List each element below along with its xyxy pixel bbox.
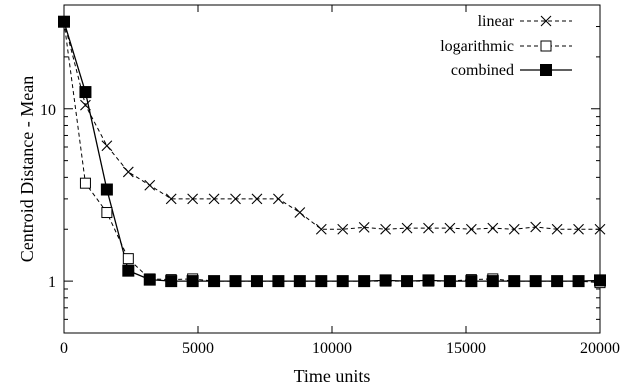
data-point-linear [358, 221, 370, 233]
series-line-combined [63, 21, 601, 282]
data-point-combined [100, 183, 113, 196]
data-point-combined [465, 275, 478, 288]
data-point-linear [508, 223, 520, 235]
legend-marker [540, 15, 552, 27]
data-point-linear [594, 223, 606, 235]
x-tick-label: 15000 [446, 340, 486, 357]
x-tick-label: 0 [60, 340, 68, 357]
data-point-combined [551, 275, 564, 288]
series-markers-linear [58, 16, 606, 235]
data-point-combined [143, 273, 156, 286]
data-point-linear [337, 223, 349, 235]
data-point-combined [79, 86, 92, 99]
data-point-combined [529, 275, 542, 288]
x-tick-label: 5000 [182, 340, 214, 357]
x-axis: 0 5000 10000 15000 20000 [60, 5, 620, 357]
data-point-linear [444, 222, 456, 234]
data-point-linear [315, 223, 327, 235]
data-point-combined [208, 275, 221, 288]
data-point-linear [573, 223, 584, 235]
data-point-linear [101, 140, 113, 152]
data-point-linear [80, 99, 91, 111]
data-point-combined [358, 275, 371, 288]
x-tick-label: 20000 [580, 340, 620, 357]
data-point-combined [508, 275, 521, 288]
data-point-linear [380, 223, 391, 235]
x-tick-label: 10000 [312, 340, 352, 357]
legend-label: logarithmic [440, 38, 514, 55]
data-point-combined [401, 275, 414, 288]
series-markers-combined [58, 15, 606, 288]
legend-marker [540, 40, 552, 52]
series-line-linear [63, 21, 600, 230]
data-point-combined [272, 275, 285, 288]
data-point-combined [122, 264, 135, 277]
y-tick-label: 10 [40, 102, 56, 119]
data-point-combined [336, 275, 349, 288]
data-point-linear [208, 193, 220, 205]
data-point-logarithmic [122, 253, 134, 265]
y-tick-label: 1 [48, 274, 56, 291]
data-point-combined [594, 274, 606, 287]
data-point-combined [250, 275, 263, 288]
data-point-linear [165, 193, 177, 205]
legend: linear logarithmic combined [440, 13, 572, 79]
legend-label: combined [451, 62, 514, 79]
y-axis-label: Centroid Distance - Mean [17, 76, 37, 262]
data-point-combined [58, 15, 70, 28]
data-point-linear [273, 193, 284, 205]
series-line-logarithmic [63, 21, 601, 284]
data-point-linear [187, 193, 199, 205]
data-point-linear [487, 222, 499, 234]
data-point-linear [230, 193, 241, 205]
data-point-linear [144, 179, 156, 191]
data-point-linear [465, 223, 477, 235]
data-point-linear [530, 221, 542, 233]
data-point-combined [229, 275, 242, 288]
data-point-combined [165, 275, 178, 288]
legend-marker [540, 64, 552, 76]
data-point-logarithmic [79, 177, 91, 189]
data-point-linear [401, 222, 413, 234]
data-point-linear [122, 166, 134, 178]
data-point-combined [293, 275, 306, 288]
data-point-combined [422, 274, 435, 287]
data-point-linear [294, 207, 306, 218]
data-point-linear [423, 222, 434, 234]
data-point-combined [315, 275, 328, 288]
data-point-logarithmic [101, 207, 113, 219]
data-point-linear [551, 223, 563, 235]
series-markers-logarithmic [58, 16, 606, 289]
data-point-linear [251, 193, 263, 205]
series-layer [58, 15, 606, 289]
data-point-combined [572, 275, 585, 288]
data-point-combined [443, 275, 456, 288]
x-axis-label: Time units [294, 366, 371, 386]
data-point-combined [379, 274, 392, 287]
data-point-combined [486, 275, 499, 288]
data-point-combined [186, 275, 199, 288]
legend-label: linear [478, 13, 515, 30]
